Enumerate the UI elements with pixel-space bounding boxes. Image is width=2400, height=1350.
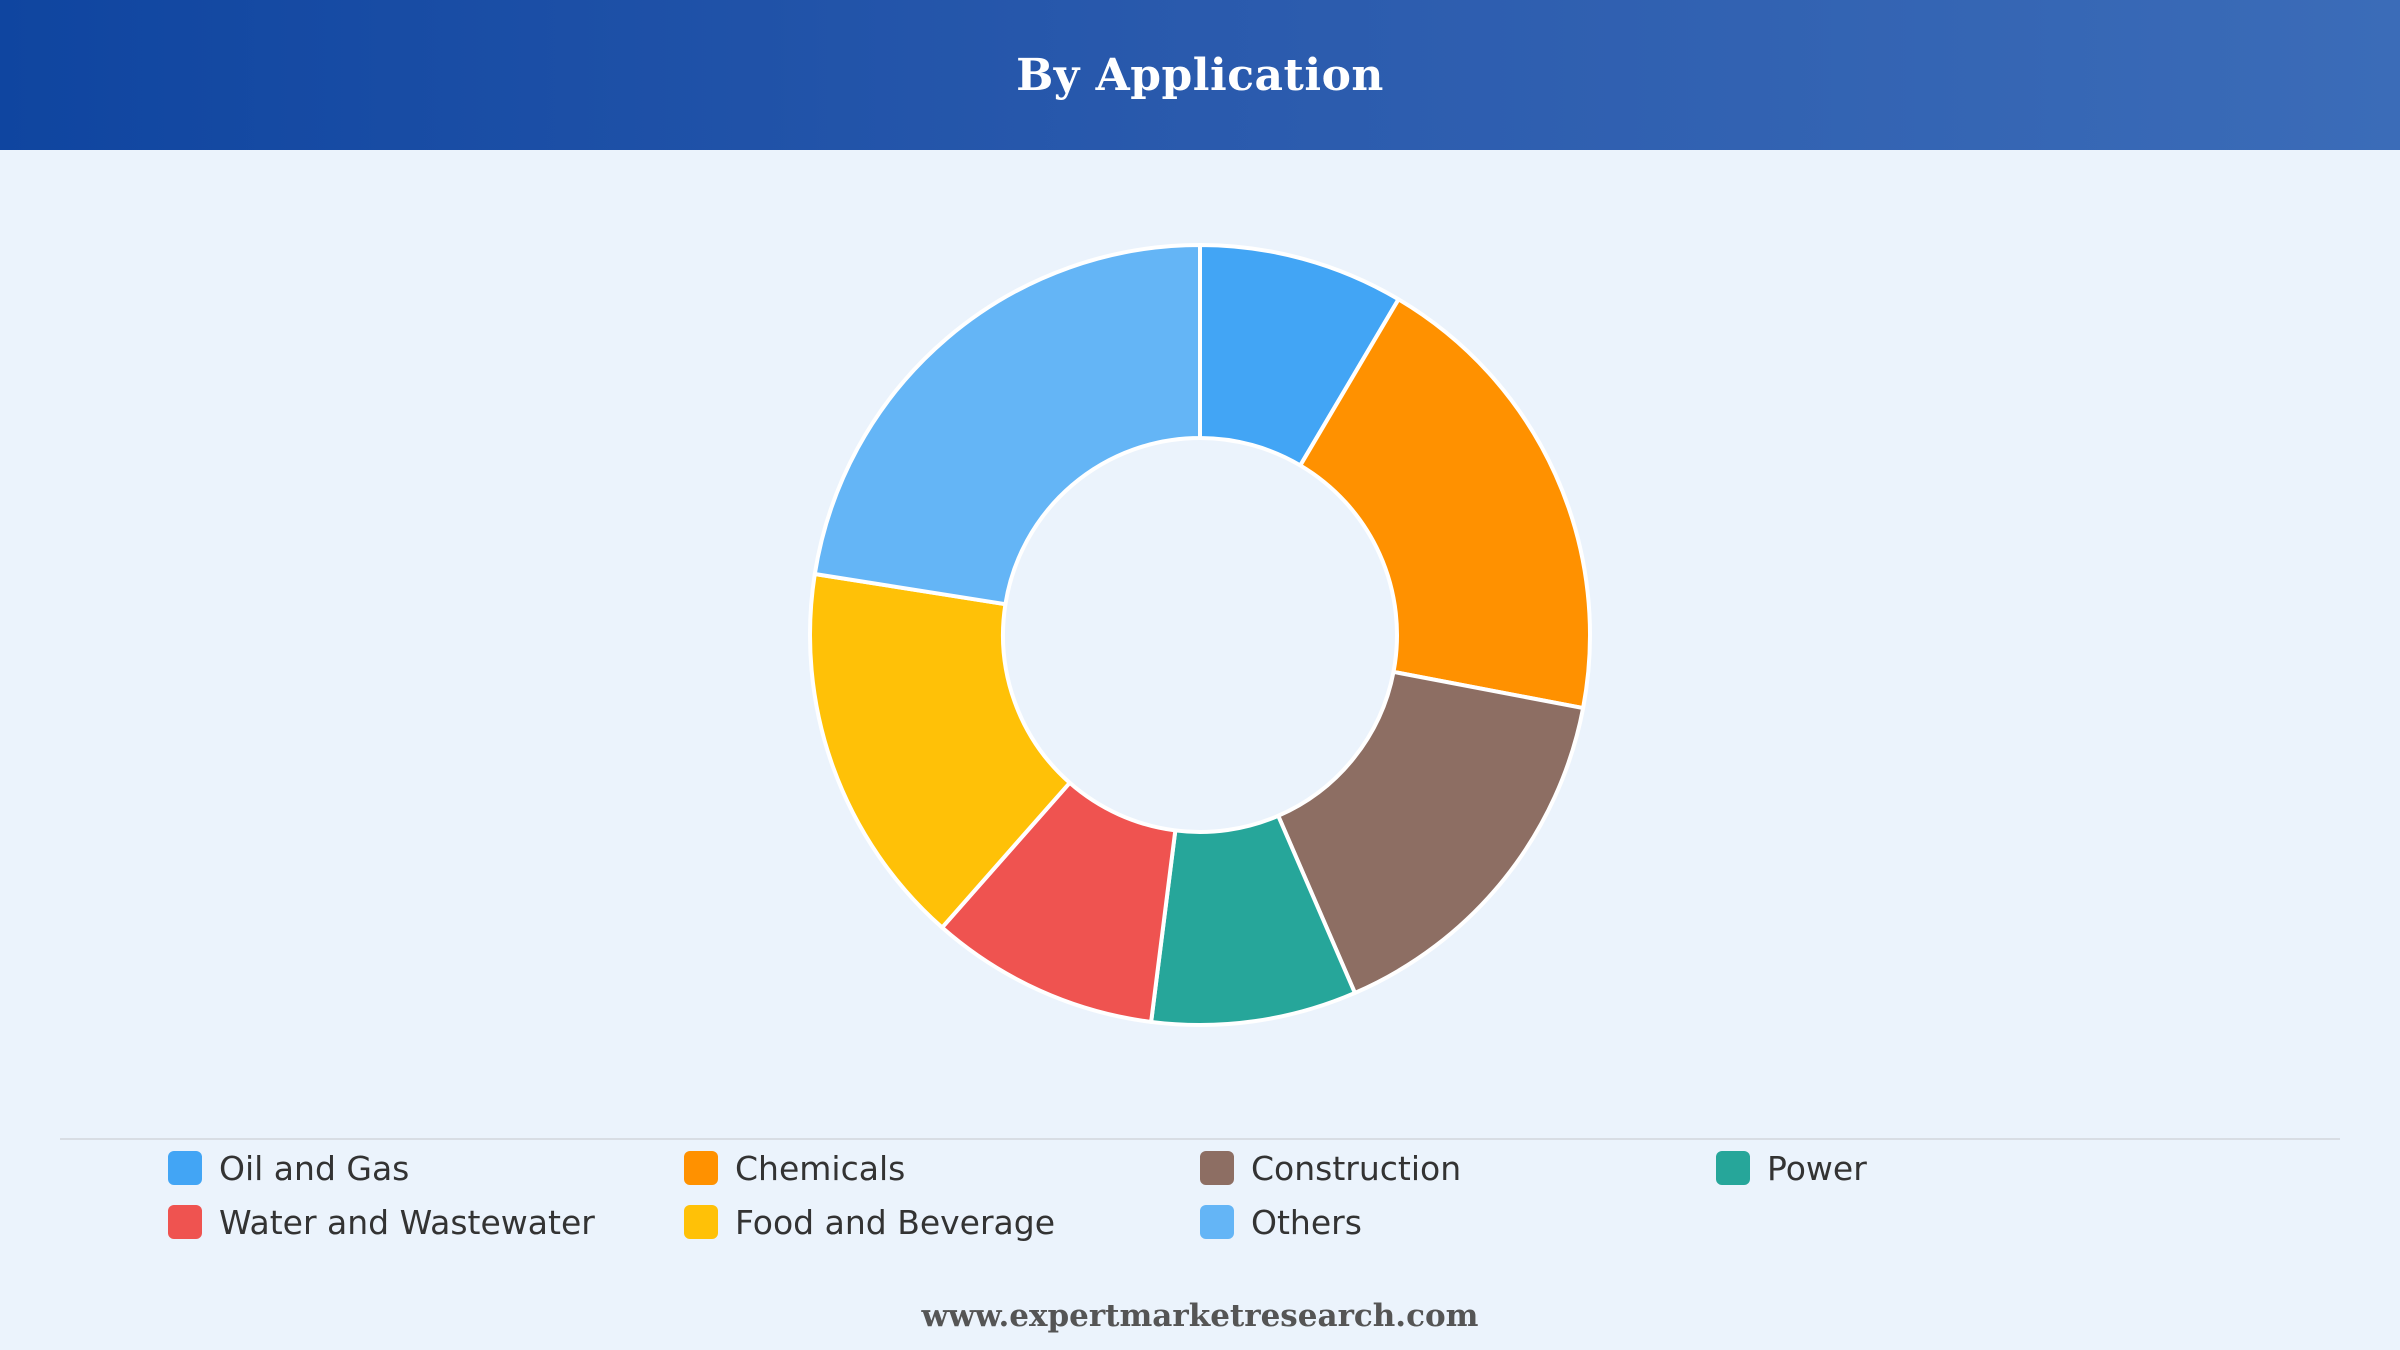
legend-divider — [60, 1138, 2340, 1140]
donut-slice-construction[interactable] — [1276, 669, 1586, 995]
legend-swatch — [168, 1151, 202, 1185]
legend-item-food-and-beverage[interactable]: Food and Beverage — [684, 1202, 1200, 1242]
legend-item-construction[interactable]: Construction — [1200, 1148, 1716, 1188]
legend-label: Construction — [1251, 1148, 1462, 1188]
legend-swatch — [1200, 1205, 1234, 1239]
legend-swatch — [684, 1151, 718, 1185]
donut-chart — [808, 243, 1592, 1027]
source-footer[interactable]: www.expertmarketresearch.com — [921, 1298, 1479, 1334]
legend-label: Others — [1251, 1202, 1362, 1242]
legend-item-oil-and-gas[interactable]: Oil and Gas — [168, 1148, 684, 1188]
legend-item-power[interactable]: Power — [1716, 1148, 2232, 1188]
legend-item-chemicals[interactable]: Chemicals — [684, 1148, 1200, 1188]
donut-slice-food-and-beverage[interactable] — [808, 571, 1072, 930]
legend-label: Chemicals — [735, 1148, 906, 1188]
legend-swatch — [1716, 1151, 1750, 1185]
legend-swatch — [1200, 1151, 1234, 1185]
donut-slice-others[interactable] — [812, 243, 1202, 607]
legend-item-water-and-wastewater[interactable]: Water and Wastewater — [168, 1202, 684, 1242]
chart-legend: Oil and Gas Chemicals Construction Power… — [168, 1148, 2268, 1242]
legend-swatch — [684, 1205, 718, 1239]
legend-label: Oil and Gas — [219, 1148, 410, 1188]
legend-swatch — [168, 1205, 202, 1239]
legend-label: Water and Wastewater — [219, 1202, 595, 1242]
header-bar: By Application — [0, 0, 2400, 150]
donut-slice-chemicals[interactable] — [1298, 297, 1592, 711]
chart-title: By Application — [1016, 49, 1384, 101]
legend-item-others[interactable]: Others — [1200, 1202, 1716, 1242]
legend-label: Power — [1767, 1148, 1867, 1188]
legend-label: Food and Beverage — [735, 1202, 1056, 1242]
